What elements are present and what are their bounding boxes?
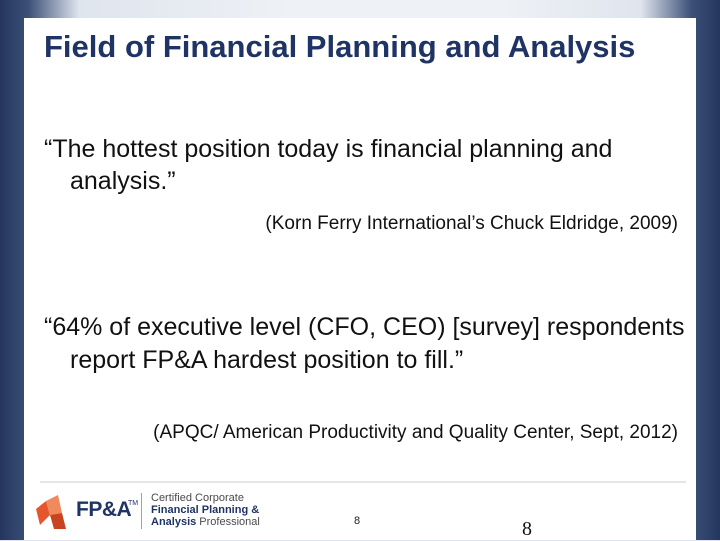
quote-korn-ferry: “The hottest position today is financial…	[44, 135, 613, 195]
citation-apqc: (APQC/ American Productivity and Quality…	[153, 422, 678, 443]
footer-divider	[40, 481, 686, 483]
quote-apqc: “64% of executive level (CFO, CEO) [surv…	[44, 313, 685, 374]
cert-line-1: Certified Corporate	[151, 492, 244, 504]
certification-text: Certified Corporate Financial Planning &…	[151, 492, 260, 528]
logo-divider	[141, 493, 142, 529]
cert-line-2: Financial Planning &	[151, 504, 260, 516]
cert-line-3: Analysis Professional	[151, 516, 260, 528]
page-number: 8	[522, 518, 532, 540]
small-page-number: 8	[354, 515, 361, 527]
citation-korn-ferry: (Korn Ferry International’s Chuck Eldrid…	[265, 213, 678, 234]
slide-title: Field of Financial Planning and Analysis	[44, 29, 636, 64]
logo-trademark: TM	[128, 500, 139, 507]
fpa-logo-icon	[36, 495, 66, 529]
content-panel	[24, 18, 696, 540]
fpa-logo-text: FP&A	[76, 498, 132, 521]
